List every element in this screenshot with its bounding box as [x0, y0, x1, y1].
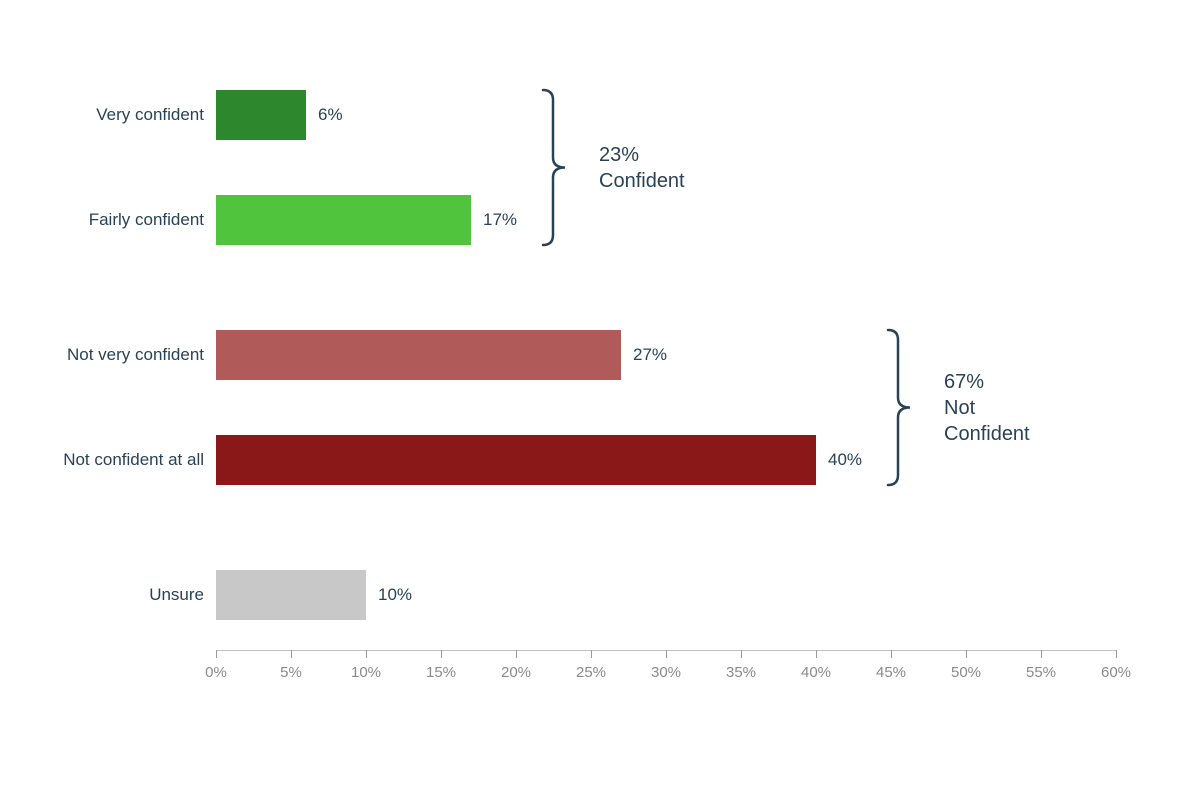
x-tick — [966, 650, 967, 658]
x-tick — [741, 650, 742, 658]
x-tick-label: 25% — [576, 664, 606, 681]
x-tick — [1041, 650, 1042, 658]
x-tick-label: 10% — [351, 664, 381, 681]
x-tick — [216, 650, 217, 658]
x-tick-label: 55% — [1026, 664, 1056, 681]
group-annotation-confident: 23%Confident — [599, 142, 685, 194]
group-annotation-line2: Not — [944, 395, 1030, 421]
bar-very-confident — [216, 90, 306, 140]
bar-label-unsure: Unsure — [4, 570, 204, 620]
bar-label-very-confident: Very confident — [4, 90, 204, 140]
x-tick-label: 5% — [280, 664, 302, 681]
confidence-bar-chart: 0% 5% 10% 15% 20% 25% 30% 35% 40% 45% 50% 55% 60% 23… — [0, 0, 1200, 800]
bar-value-unsure: 10% — [378, 570, 412, 620]
plot-area — [216, 90, 1116, 91]
group-annotation-line1: 67% — [944, 369, 1030, 395]
bar-value-very-confident: 6% — [318, 90, 343, 140]
x-tick — [591, 650, 592, 658]
group-annotation-not-confident: 67%NotConfident — [944, 369, 1030, 447]
x-tick — [891, 650, 892, 658]
bar-not-very-confident — [216, 330, 621, 380]
x-tick-label: 15% — [426, 664, 456, 681]
x-tick — [816, 650, 817, 658]
group-annotation-line1: 23% — [599, 142, 685, 168]
x-tick — [516, 650, 517, 658]
group-annotation-line3: Confident — [944, 421, 1030, 447]
bar-fairly-confident — [216, 195, 471, 245]
bar-label-not-very-confident: Not very confident — [4, 330, 204, 380]
x-tick — [366, 650, 367, 658]
x-tick — [291, 650, 292, 658]
x-tick-label: 50% — [951, 664, 981, 681]
x-tick — [441, 650, 442, 658]
x-tick — [666, 650, 667, 658]
x-tick-label: 35% — [726, 664, 756, 681]
x-tick-label: 45% — [876, 664, 906, 681]
x-tick-label: 20% — [501, 664, 531, 681]
bar-not-confident-at-all — [216, 435, 816, 485]
x-tick-label: 30% — [651, 664, 681, 681]
x-tick-label: 0% — [205, 664, 227, 681]
bar-label-not-confident-at-all: Not confident at all — [4, 435, 204, 485]
bar-value-not-confident-at-all: 40% — [828, 435, 862, 485]
x-tick — [1116, 650, 1117, 658]
bar-value-fairly-confident: 17% — [483, 195, 517, 245]
group-brace-not-confident — [886, 328, 912, 487]
bar-unsure — [216, 570, 366, 620]
x-tick-label: 40% — [801, 664, 831, 681]
bar-value-not-very-confident: 27% — [633, 330, 667, 380]
x-tick-label: 60% — [1101, 664, 1131, 681]
group-annotation-line2: Confident — [599, 168, 685, 194]
bar-label-fairly-confident: Fairly confident — [4, 195, 204, 245]
group-brace-confident — [541, 88, 567, 247]
